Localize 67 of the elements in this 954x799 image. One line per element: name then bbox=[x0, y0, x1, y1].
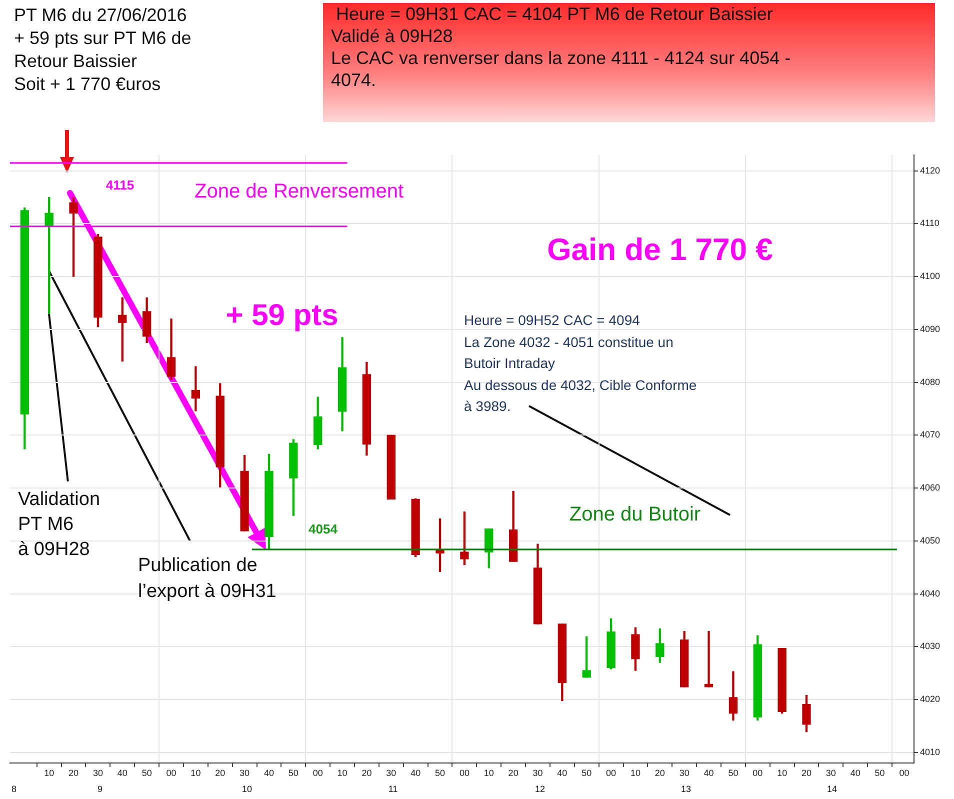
x-tick-label: 00 bbox=[752, 768, 763, 778]
y-tick-label: 4020 bbox=[920, 694, 940, 704]
candlestick bbox=[191, 366, 200, 412]
annotation: Zone du Butoir bbox=[569, 504, 701, 526]
x-tick-label: 20 bbox=[68, 768, 79, 778]
y-tick-label: 4090 bbox=[920, 324, 940, 334]
x-tick-label: 30 bbox=[679, 768, 690, 778]
y-tick-label: 4080 bbox=[920, 376, 940, 387]
x-tick-label: 30 bbox=[240, 768, 250, 778]
x-tick-label: 10 bbox=[630, 768, 640, 778]
x-tick-label: 50 bbox=[142, 768, 152, 778]
x-tick-label: 50 bbox=[728, 768, 738, 778]
y-tick-label: 4060 bbox=[920, 482, 940, 493]
x-tick-label: 40 bbox=[704, 768, 714, 778]
text: 10 bbox=[242, 784, 252, 794]
text: 11 bbox=[388, 784, 398, 794]
annotation: Publication de l’export à 09H31 bbox=[138, 554, 276, 604]
x-tick-label: 40 bbox=[410, 768, 421, 778]
x-tick-label: 00 bbox=[312, 768, 323, 778]
annotation: + 59 pts bbox=[226, 299, 338, 333]
x-tick-label: 20 bbox=[215, 768, 226, 778]
y-tick-label: 4120 bbox=[920, 165, 940, 176]
annotation: 4054 bbox=[308, 522, 338, 536]
x-tick-label: 00 bbox=[606, 768, 616, 778]
x-tick-label: 10 bbox=[44, 768, 54, 778]
x-tick-label: 10 bbox=[190, 768, 201, 778]
x-tick-label: 00 bbox=[459, 768, 470, 778]
x-tick-label: 40 bbox=[850, 768, 860, 778]
text: 12 bbox=[534, 784, 546, 794]
annotation: Heure = 09H52 CAC = 4094 La Zone 4032 - 4051 constitue un Butoir Intraday Au dessous de 4032, Cible Conforme à 3989. bbox=[464, 311, 697, 416]
text: 13 bbox=[680, 784, 692, 794]
x-tick-label: 40 bbox=[117, 768, 128, 778]
annotation: Zone de Renversement bbox=[194, 180, 404, 204]
text: 9 bbox=[97, 784, 103, 794]
x-tick-label: 30 bbox=[532, 768, 543, 778]
x-tick-label: 10 bbox=[484, 768, 494, 778]
x-tick-label: 50 bbox=[582, 768, 592, 778]
x-tick-label: 20 bbox=[508, 768, 518, 778]
x-tick-label: 40 bbox=[264, 768, 274, 778]
x-tick-label: 30 bbox=[386, 768, 396, 778]
x-tick-label: 30 bbox=[92, 768, 103, 778]
x-tick-label: 00 bbox=[166, 768, 176, 778]
x-tick-label: 20 bbox=[654, 768, 665, 778]
y-tick-label: 4040 bbox=[920, 588, 940, 598]
text: 8 bbox=[11, 784, 17, 794]
text: Heure = 09H31 CAC = 4104 PT M6 de Retour Baissier Validé à 09H28 Le CAC va renverser dans la zone 4111 - 4124 sur 4054 - 4074. bbox=[323, 3, 935, 122]
annotation: Gain de 1 770 € bbox=[547, 232, 773, 268]
text: PT M6 du 27/06/2016 + 59 pts sur PT M6 de Retour Baissier Soit + 1 770 €uros bbox=[14, 4, 192, 96]
x-tick-label: 50 bbox=[874, 768, 885, 778]
text: 14 bbox=[826, 784, 838, 794]
annotation: 4115 bbox=[106, 178, 134, 192]
x-tick-label: 50 bbox=[288, 768, 298, 778]
y-tick-label: 4070 bbox=[920, 430, 940, 440]
x-tick-label: 30 bbox=[826, 768, 836, 778]
x-tick-label: 10 bbox=[337, 768, 348, 778]
y-tick-label: 4110 bbox=[920, 218, 940, 228]
y-tick-label: 4030 bbox=[920, 641, 940, 652]
x-tick-label: 50 bbox=[435, 768, 446, 778]
x-tick-label: 10 bbox=[777, 768, 788, 778]
x-tick-label: 20 bbox=[801, 768, 812, 778]
y-tick-label: 4010 bbox=[920, 746, 940, 757]
x-tick-label: 40 bbox=[557, 768, 568, 778]
x-tick-label: 00 bbox=[899, 768, 910, 778]
y-tick-label: 4050 bbox=[920, 535, 940, 546]
x-tick-label: 20 bbox=[362, 768, 372, 778]
y-tick-label: 4100 bbox=[920, 271, 940, 282]
annotation: Validation PT M6 à 09H28 bbox=[18, 488, 100, 562]
